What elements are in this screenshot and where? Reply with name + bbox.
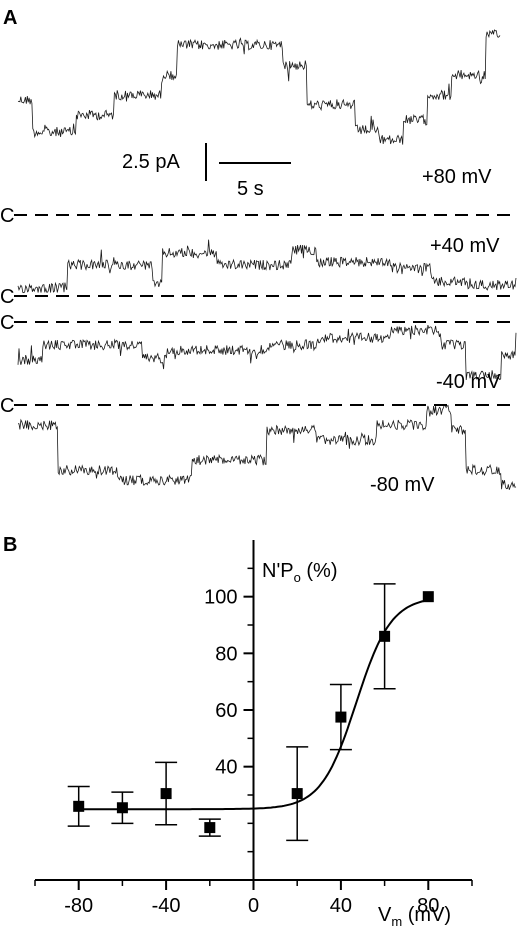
data-point: [291, 788, 303, 800]
trace-voltage-label: +40 mV: [430, 235, 500, 257]
y-tick-label: 80: [215, 643, 237, 665]
current-scale-label: 2.5 pA: [122, 151, 180, 173]
data-point: [160, 788, 172, 800]
trace-voltage-label: -80 mV: [370, 474, 435, 496]
y-tick-label: 40: [215, 757, 237, 779]
closed-marker: C: [0, 286, 14, 308]
data-points: [67, 583, 434, 842]
x-tick-label: 80: [417, 895, 439, 917]
y-axis-title: N'Po (%): [262, 560, 338, 585]
x-axis-title-subscript: m: [391, 914, 402, 929]
x-tick-label: -80: [64, 895, 93, 917]
nppo-voltage-chart: -80 -40 0 40 80 40 60 80 100: [34, 540, 473, 917]
current-trace: [17, 239, 517, 294]
data-point: [379, 630, 391, 642]
data-point: [204, 822, 216, 834]
trace-voltage-label: +80 mV: [422, 166, 492, 188]
data-point: [116, 802, 128, 814]
data-point: [335, 711, 347, 723]
trace-voltage-label: -40 mV: [436, 371, 501, 393]
current-traces: [17, 29, 517, 490]
current-trace: [17, 29, 501, 145]
closed-marker: C: [0, 312, 14, 334]
data-point: [73, 800, 85, 812]
y-axis-title-subscript: o: [294, 570, 301, 585]
time-scale-label: 5 s: [237, 178, 264, 200]
closed-marker: C: [0, 395, 14, 417]
x-tick-label: 40: [330, 895, 352, 917]
x-axis-title-main: V: [378, 904, 392, 926]
x-axis-title-unit: (mV): [402, 904, 451, 926]
y-tick-label: 60: [215, 700, 237, 722]
x-axis-title: Vm (mV): [378, 904, 451, 929]
boltzmann-fit-curve: [78, 599, 429, 811]
panel-b-label: B: [3, 534, 17, 556]
closed-marker: C: [0, 205, 14, 227]
y-axis-title-main: N'P: [262, 560, 294, 582]
x-tick-label: -40: [152, 895, 181, 917]
x-tick-label: 0: [248, 895, 259, 917]
y-tick-label: 100: [204, 587, 237, 609]
data-point: [422, 591, 434, 603]
y-axis-title-unit: (%): [301, 560, 338, 582]
tick-labels: -80 -40 0 40 80 40 60 80 100: [64, 587, 439, 917]
current-trace: [17, 404, 517, 490]
panel-a-label: A: [3, 7, 17, 29]
axes: [34, 540, 473, 890]
current-trace: [17, 324, 517, 381]
